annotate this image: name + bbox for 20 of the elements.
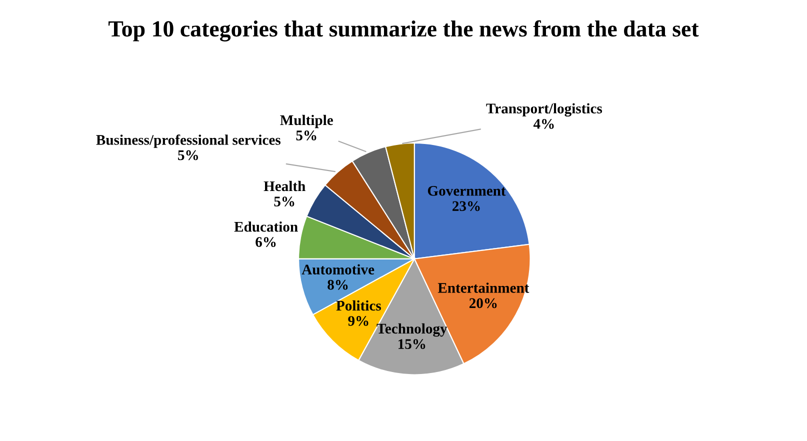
slice-label: Technology xyxy=(376,323,448,337)
data-label: 8% xyxy=(328,280,348,290)
slice-label: Automotive xyxy=(302,264,374,275)
slice-label: Government xyxy=(428,186,506,196)
data-label: 9% xyxy=(348,316,368,326)
slice-label: Transport/logistics xyxy=(486,103,602,117)
data-label: 20% xyxy=(469,298,497,308)
data-label: 5% xyxy=(296,130,316,140)
data-label: 4% xyxy=(533,118,554,129)
slice-label: Business/professional services xyxy=(96,134,280,148)
data-label: 5% xyxy=(178,150,198,160)
data-label: 23% xyxy=(452,201,480,212)
slice-label: Multiple xyxy=(280,114,333,128)
slice-label: Health xyxy=(264,180,306,192)
chart-title: Top 10 categories that summarize the news from the data set xyxy=(108,20,699,42)
data-label: 5% xyxy=(274,196,294,206)
slice-label: Politics xyxy=(336,300,381,311)
slice-label: Education xyxy=(234,221,298,232)
data-label: 6% xyxy=(256,237,276,248)
data-label: 15% xyxy=(398,339,426,350)
